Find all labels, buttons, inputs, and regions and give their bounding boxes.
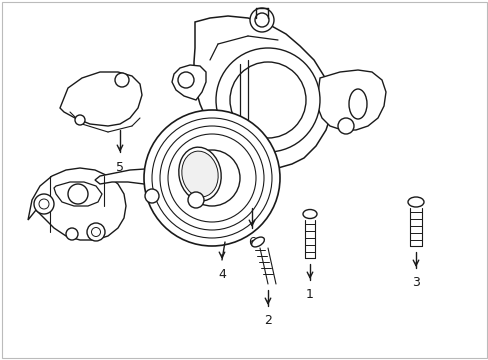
Circle shape [200,152,216,168]
Polygon shape [95,168,242,206]
Polygon shape [54,182,102,206]
Circle shape [91,228,101,237]
Circle shape [183,150,240,206]
Polygon shape [194,16,331,168]
Circle shape [168,134,256,222]
Polygon shape [187,148,224,170]
Text: 3: 3 [411,275,419,288]
Text: 6: 6 [247,235,255,248]
Text: 1: 1 [305,288,313,301]
Polygon shape [28,168,126,240]
Circle shape [39,199,49,209]
Ellipse shape [303,210,316,219]
Circle shape [68,184,88,204]
Circle shape [66,228,78,240]
Polygon shape [317,70,385,130]
Polygon shape [172,65,205,100]
Circle shape [337,118,353,134]
Ellipse shape [182,151,218,197]
Circle shape [216,48,319,152]
Text: 5: 5 [116,162,124,175]
Circle shape [152,118,271,238]
Text: 4: 4 [218,267,225,280]
Circle shape [145,189,159,203]
Ellipse shape [179,147,221,201]
Circle shape [254,13,268,27]
Ellipse shape [348,89,366,119]
Circle shape [160,126,264,230]
Circle shape [229,62,305,138]
Ellipse shape [251,237,264,247]
Circle shape [115,73,129,87]
Circle shape [187,192,203,208]
Circle shape [143,110,280,246]
Circle shape [87,223,105,241]
Circle shape [34,194,54,214]
Text: 2: 2 [264,314,271,327]
Circle shape [178,72,194,88]
Polygon shape [60,72,142,126]
Circle shape [75,115,85,125]
Circle shape [249,8,273,32]
Ellipse shape [407,197,423,207]
